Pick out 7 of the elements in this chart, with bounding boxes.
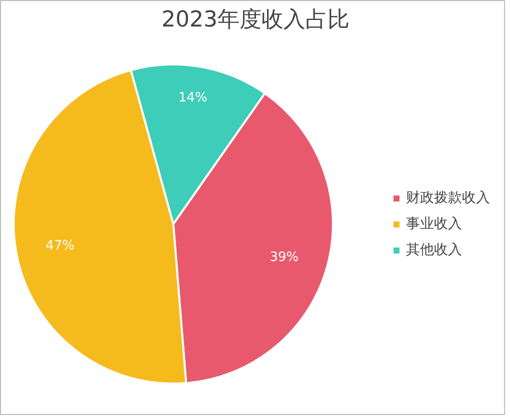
legend-label: 财政拨款收入	[406, 188, 490, 206]
legend-label: 事业收入	[406, 214, 462, 232]
data-label: 39%	[270, 250, 299, 266]
chart-title: 2023年度收入占比	[162, 8, 350, 32]
legend-label: 其他收入	[406, 240, 462, 258]
data-label: 14%	[178, 90, 208, 106]
data-label: 47%	[46, 238, 75, 254]
